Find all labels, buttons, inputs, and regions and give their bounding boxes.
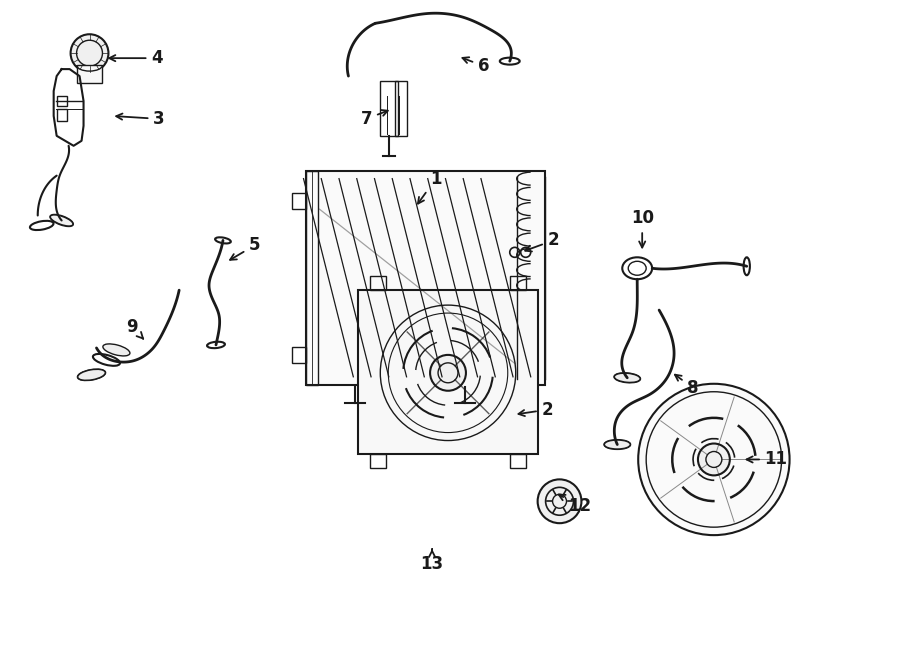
Text: 5: 5 xyxy=(230,237,260,260)
Circle shape xyxy=(381,305,516,440)
Ellipse shape xyxy=(103,344,130,356)
Circle shape xyxy=(698,444,730,475)
Bar xyxy=(370,455,386,469)
Text: 4: 4 xyxy=(109,49,163,67)
Text: 6: 6 xyxy=(463,57,490,75)
Bar xyxy=(57,96,67,106)
Text: 13: 13 xyxy=(420,549,444,573)
Ellipse shape xyxy=(77,369,105,380)
Text: 3: 3 xyxy=(116,110,165,128)
Ellipse shape xyxy=(615,373,640,383)
Text: 8: 8 xyxy=(675,375,698,397)
Circle shape xyxy=(537,479,581,524)
Bar xyxy=(57,109,67,121)
Bar xyxy=(306,171,318,385)
Bar xyxy=(509,276,526,290)
Text: 11: 11 xyxy=(747,450,788,469)
Ellipse shape xyxy=(50,215,73,226)
Bar xyxy=(76,65,103,83)
Bar xyxy=(292,192,306,208)
Text: 2: 2 xyxy=(518,401,554,418)
Circle shape xyxy=(430,355,466,391)
Text: 9: 9 xyxy=(126,318,143,338)
Text: 1: 1 xyxy=(418,170,442,204)
Bar xyxy=(292,347,306,363)
Bar xyxy=(381,81,398,136)
Bar xyxy=(358,290,537,455)
Text: 10: 10 xyxy=(631,210,653,247)
Bar xyxy=(395,81,407,136)
Text: 12: 12 xyxy=(559,494,591,516)
Text: 2: 2 xyxy=(526,231,559,251)
Text: 7: 7 xyxy=(361,110,388,128)
Circle shape xyxy=(638,384,789,535)
Bar xyxy=(509,455,526,469)
Ellipse shape xyxy=(604,440,630,449)
Circle shape xyxy=(70,34,108,72)
Bar xyxy=(306,171,544,385)
Bar xyxy=(370,276,386,290)
